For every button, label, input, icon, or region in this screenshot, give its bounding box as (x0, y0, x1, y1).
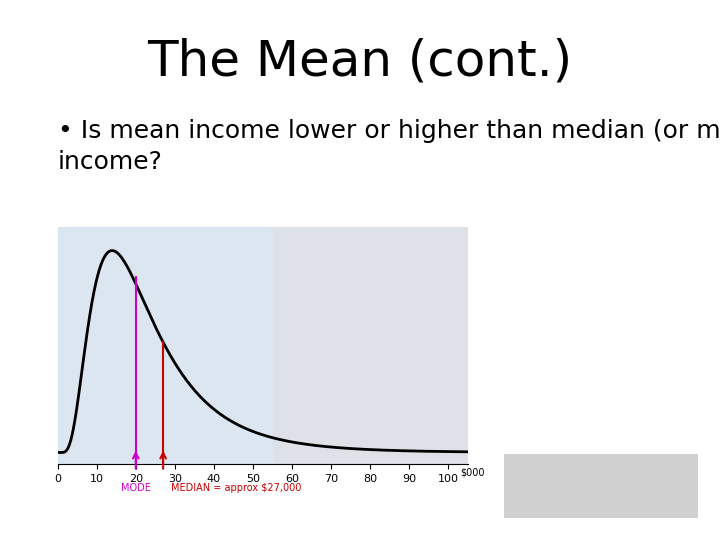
Bar (273, 227, 468, 464)
Text: MEDIAN = approx $27,000: MEDIAN = approx $27,000 (171, 483, 302, 494)
Text: The Mean (cont.): The Mean (cont.) (148, 38, 572, 86)
Text: $000: $000 (460, 468, 485, 478)
Text: • Is mean income lower or higher than median (or modal)
income?: • Is mean income lower or higher than me… (58, 119, 720, 174)
Text: MODE: MODE (121, 483, 150, 494)
